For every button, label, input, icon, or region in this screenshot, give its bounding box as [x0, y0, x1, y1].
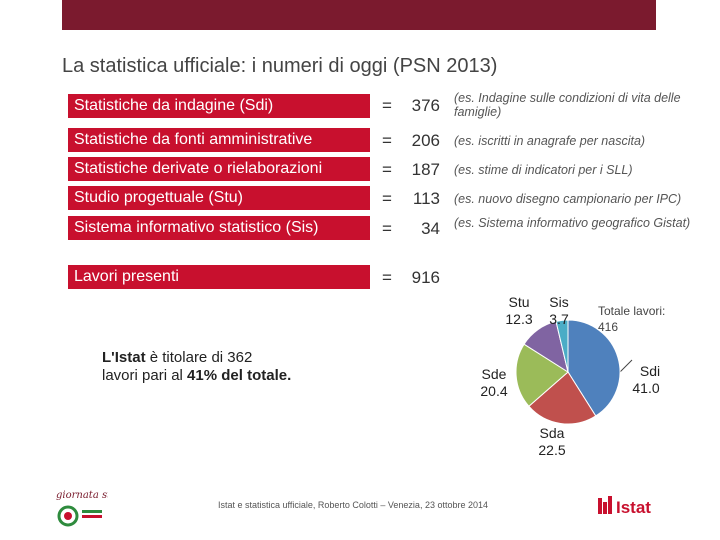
row-eq-sde: =: [382, 160, 392, 179]
row-value-sdi: 376: [411, 96, 440, 115]
row-note-sde: (es. stime di indicatori per i SLL): [454, 163, 633, 177]
istat-logo: Istat: [598, 496, 651, 516]
row-value-sde: 187: [411, 160, 440, 179]
logo-left-text: giornata statistica: [56, 490, 108, 501]
label-sda-name: Sda: [539, 425, 565, 441]
row-value-sda: 206: [411, 131, 440, 150]
row-eq-total: =: [382, 268, 392, 287]
row-label-sde: Statistiche derivate o rielaborazioni: [68, 157, 370, 181]
slide-title: La statistica ufficiale: i numeri di ogg…: [62, 55, 498, 77]
pie-slice-sis: [555, 319, 569, 373]
callout-text: è titolare di 362 lavori pari al: [102, 349, 253, 384]
row-eq-sis: =: [382, 219, 392, 238]
label-stu-value: 12.3: [505, 311, 533, 327]
label-sdi-name: Sdi: [639, 363, 661, 379]
row-note-sda: (es. iscritti in anagrafe per nascita): [454, 134, 646, 148]
pie-slice-stu: [523, 320, 569, 374]
row-value-sis: 34: [421, 219, 440, 238]
row-label-total: Lavori presenti: [68, 265, 370, 289]
row-eq-sda: =: [382, 131, 392, 150]
pie-slice-sda: [528, 371, 597, 425]
giornata-statistica-logo: giornata statistica: [56, 490, 108, 527]
logo-right-text: Istat: [616, 498, 651, 516]
row-label-sdi: Statistiche da indagine (Sdi): [68, 94, 370, 118]
row-label-sda: Statistiche da fonti amministrative: [68, 128, 370, 152]
row-label-sis: Sistema informativo statistico (Sis): [68, 216, 370, 240]
top-banner: [62, 0, 656, 30]
callout-percent: 41% del totale.: [187, 367, 292, 384]
row-note-sdi: (es. Indagine sulle condizioni di vita d…: [454, 91, 681, 119]
row-note-sis: (es. Sistema informativo geografico Gist…: [454, 216, 691, 230]
label-sda-value: 22.5: [538, 442, 566, 458]
sdi-leader-line: [619, 359, 633, 373]
footer-credit: Istat e statistica ufficiale, Roberto Co…: [218, 500, 488, 510]
label-stu-name: Stu: [508, 294, 530, 310]
row-eq-stu: =: [382, 189, 392, 208]
row-value-stu: 113: [412, 189, 440, 208]
row-note-stu: (es. nuovo disegno campionario per IPC): [454, 192, 682, 206]
row-value-total: 916: [411, 268, 440, 287]
label-sis-name: Sis: [549, 294, 569, 310]
label-sdi-value: 41.0: [632, 380, 660, 396]
pie-total-label: Totale lavori: 416: [598, 304, 666, 334]
istat-callout: L'Istat è titolare di 362 lavori pari al…: [102, 349, 292, 385]
row-label-stu: Studio progettuale (Stu): [68, 186, 370, 210]
pie-slice-sde: [515, 343, 569, 407]
callout-istat: L'Istat: [102, 349, 146, 366]
label-sis-value: 3.7: [549, 311, 569, 327]
label-sde-value: 20.4: [480, 383, 508, 399]
row-eq-sdi: =: [382, 96, 392, 115]
label-sde-name: Sde: [481, 366, 507, 382]
